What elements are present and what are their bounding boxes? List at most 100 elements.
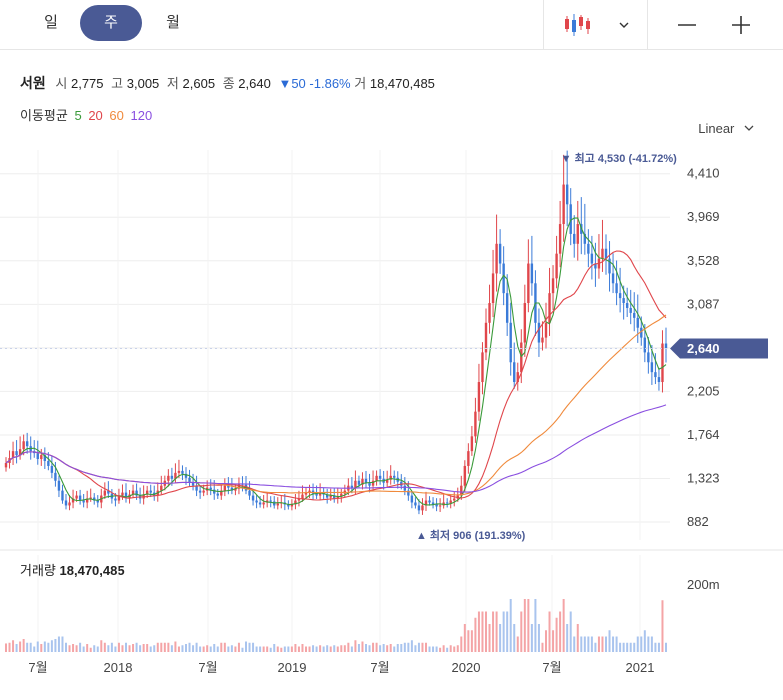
volume-bar [220, 642, 223, 652]
volume-bar [432, 646, 435, 652]
ma-60: 60 [109, 108, 124, 123]
candle [18, 449, 22, 456]
tab-weekly[interactable]: 주 [80, 5, 142, 41]
candle [364, 478, 368, 483]
volume-bar [541, 642, 544, 652]
volume-bar [545, 630, 547, 652]
volume-bar [61, 636, 64, 652]
tab-monthly[interactable]: 월 [166, 14, 180, 31]
candle [114, 498, 117, 501]
candle [410, 495, 414, 503]
candle [121, 492, 124, 496]
candle [520, 342, 523, 373]
volume-bar [509, 599, 512, 652]
candle [537, 322, 541, 343]
chevron-down-icon [619, 22, 629, 28]
candle [237, 483, 241, 489]
chart-type-button[interactable] [560, 0, 596, 50]
volume-bar [456, 645, 459, 652]
candle [85, 498, 89, 503]
candle [174, 472, 177, 479]
candle [64, 500, 68, 506]
price-chart[interactable]: 4,4103,9693,5283,0872,6462,2051,7641,323… [0, 140, 783, 680]
volume-bar [534, 599, 537, 652]
volume-bar [125, 642, 127, 652]
toolbar-divider [647, 0, 648, 50]
candle [530, 263, 534, 284]
candle [618, 293, 622, 299]
volume-bar [449, 645, 452, 652]
volume-bar [110, 642, 113, 652]
volume-bar [336, 646, 339, 652]
candle [371, 480, 375, 486]
candle [4, 462, 8, 468]
candle [213, 489, 216, 494]
candle [460, 485, 463, 496]
scale-selector[interactable]: Linear [698, 121, 755, 136]
volume-bar [22, 639, 25, 652]
candle [544, 322, 548, 338]
volume-bar [68, 645, 71, 652]
candle [329, 495, 332, 498]
candle [184, 473, 188, 478]
volume-bar [89, 647, 92, 652]
candle [304, 492, 308, 495]
volume-bar [400, 644, 403, 652]
candle [273, 501, 276, 506]
low-label: 저 [166, 76, 179, 91]
candle [615, 283, 618, 294]
zoom-in-button[interactable] [724, 0, 758, 50]
volume-bar [523, 599, 526, 652]
volume-bar [636, 636, 639, 652]
volume-bar [421, 642, 424, 652]
candle [262, 502, 265, 505]
volume-tick-label: 200m [687, 577, 720, 592]
ma-line-5 [5, 217, 667, 506]
volume-bar [192, 645, 195, 652]
candle [75, 495, 78, 499]
plus-icon [732, 16, 750, 34]
ma-line-60 [5, 314, 667, 496]
candle [145, 490, 149, 495]
ma-line-20 [5, 250, 667, 501]
volume-bar [202, 646, 205, 652]
volume-bar [590, 636, 593, 652]
volume-bar [188, 642, 191, 652]
candle [315, 493, 318, 496]
volume-bar [612, 636, 615, 652]
chart-type-dropdown[interactable] [612, 0, 636, 50]
moving-average-legend[interactable]: 이동평균 5 20 60 120 [20, 105, 155, 124]
volume-bar [439, 647, 442, 652]
high-value: 3,005 [126, 76, 160, 91]
volume-label: 거 [354, 76, 367, 91]
candle [336, 496, 339, 499]
candle [15, 451, 18, 456]
close-label: 종 [222, 76, 235, 91]
volume-bar [103, 642, 106, 652]
volume-bar [527, 599, 530, 652]
candle [583, 233, 587, 244]
volume-bar [308, 646, 311, 652]
zoom-out-button[interactable] [670, 0, 704, 50]
tab-daily[interactable]: 일 [44, 14, 58, 31]
candle [438, 505, 442, 507]
volume-bar [8, 642, 11, 652]
candle [107, 490, 110, 494]
candle [470, 436, 474, 452]
volume-bar [82, 646, 85, 652]
candle [587, 243, 590, 254]
candle [54, 472, 57, 481]
candle [68, 502, 71, 506]
volume-bar [347, 642, 350, 652]
volume-bar [269, 647, 272, 652]
volume-bar [33, 646, 36, 652]
volume-bar [410, 640, 413, 652]
candle [551, 278, 555, 294]
minus-icon [678, 24, 696, 26]
volume-bar [566, 624, 569, 652]
volume-bar [640, 636, 643, 652]
candle [424, 500, 428, 506]
volume-bar [19, 641, 22, 652]
candle [297, 498, 301, 501]
candle [325, 494, 329, 498]
